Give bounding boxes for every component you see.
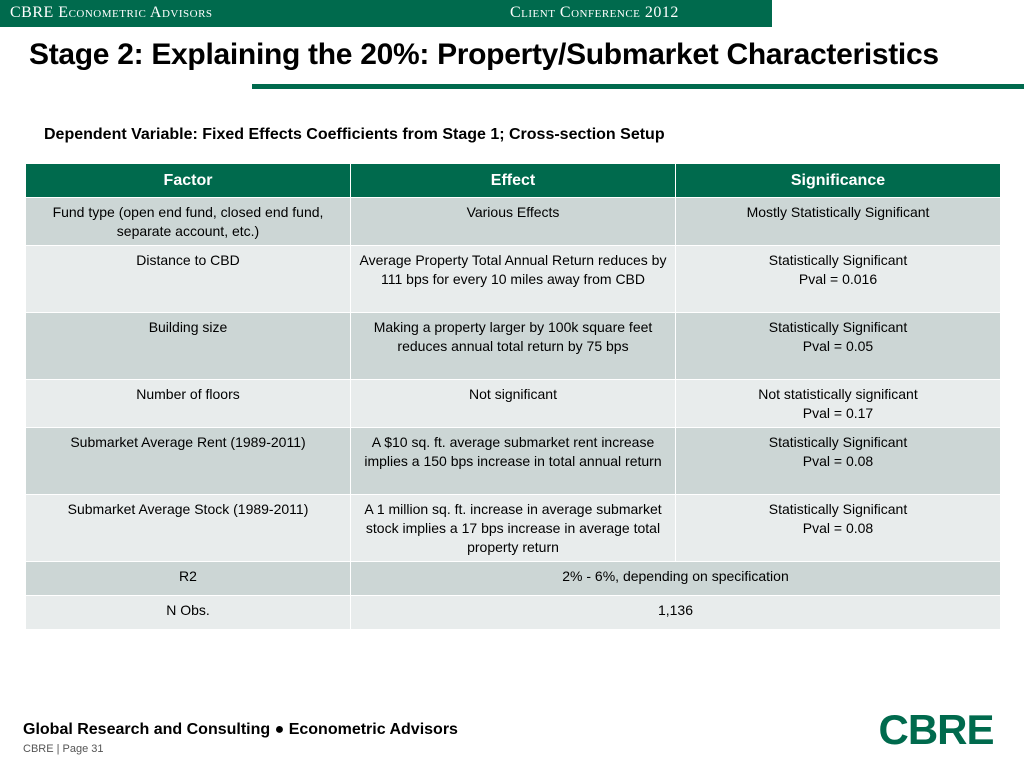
header-significance: Significance (675, 163, 1001, 198)
summary-value-cell: 2% - 6%, depending on specification (350, 561, 1001, 596)
pvalue-text: Pval = 0.08 (802, 520, 874, 536)
header-company: CBRE Econometric Advisors (10, 4, 213, 21)
significance-text: Not statistically significant (758, 386, 918, 402)
pvalue-text: Pval = 0.016 (798, 271, 878, 287)
significance-text: Statistically Significant (768, 501, 908, 517)
table-row-summary: R2 2% - 6%, depending on specification (25, 561, 1001, 596)
pvalue-text: Pval = 0.17 (802, 405, 874, 421)
slide-subtitle: Dependent Variable: Fixed Effects Coeffi… (44, 126, 665, 143)
significance-text: Statistically Significant (768, 434, 908, 450)
factors-table: Factor Effect Significance Fund type (op… (25, 163, 1001, 630)
slide-title: Stage 2: Explaining the 20%: Property/Su… (29, 38, 939, 71)
summary-label-cell: N Obs. (25, 595, 351, 630)
factor-cell: Building size (25, 312, 351, 380)
header-factor: Factor (25, 163, 351, 198)
pvalue-text: Pval = 0.05 (802, 338, 874, 354)
table-row: Building size Making a property larger b… (25, 312, 1001, 380)
table-row-summary: N Obs. 1,136 (25, 595, 1001, 630)
factor-cell: Distance to CBD (25, 245, 351, 313)
table-row: Fund type (open end fund, closed end fun… (25, 197, 1001, 246)
factor-cell: Number of floors (25, 379, 351, 428)
significance-cell: Statistically Significant Pval = 0.016 (675, 245, 1001, 313)
footer-page: CBRE | Page 31 (23, 743, 104, 755)
significance-cell: Not statistically significant Pval = 0.17 (675, 379, 1001, 428)
significance-text: Statistically Significant (768, 319, 908, 335)
factor-cell: Fund type (open end fund, closed end fun… (25, 197, 351, 246)
effect-cell: Average Property Total Annual Return red… (350, 245, 676, 313)
header-event: Client Conference 2012 (510, 4, 679, 21)
significance-cell: Mostly Statistically Significant (675, 197, 1001, 246)
effect-cell: Not significant (350, 379, 676, 428)
table-row: Submarket Average Stock (1989-2011) A 1 … (25, 494, 1001, 562)
significance-cell: Statistically Significant Pval = 0.08 (675, 427, 1001, 495)
pvalue-text: Pval = 0.08 (802, 453, 874, 469)
logo-text: CBRE (878, 708, 993, 750)
effect-cell: Making a property larger by 100k square … (350, 312, 676, 380)
effect-cell: A 1 million sq. ft. increase in average … (350, 494, 676, 562)
effect-cell: A $10 sq. ft. average submarket rent inc… (350, 427, 676, 495)
footer-text: Global Research and Consulting ● Econome… (23, 721, 458, 738)
significance-text: Statistically Significant (768, 252, 908, 268)
table-header-row: Factor Effect Significance (25, 163, 1001, 198)
header-effect: Effect (350, 163, 676, 198)
title-rule (252, 84, 1024, 89)
table-row: Number of floors Not significant Not sta… (25, 379, 1001, 428)
factor-cell: Submarket Average Rent (1989-2011) (25, 427, 351, 495)
summary-label-cell: R2 (25, 561, 351, 596)
summary-value-cell: 1,136 (350, 595, 1001, 630)
factor-cell: Submarket Average Stock (1989-2011) (25, 494, 351, 562)
significance-text: Mostly Statistically Significant (746, 204, 930, 220)
significance-cell: Statistically Significant Pval = 0.05 (675, 312, 1001, 380)
significance-cell: Statistically Significant Pval = 0.08 (675, 494, 1001, 562)
header-band: CBRE Econometric Advisors Client Confere… (0, 0, 772, 27)
effect-cell: Various Effects (350, 197, 676, 246)
table-row: Distance to CBD Average Property Total A… (25, 245, 1001, 313)
table-row: Submarket Average Rent (1989-2011) A $10… (25, 427, 1001, 495)
cbre-logo: CBRE (878, 708, 994, 750)
